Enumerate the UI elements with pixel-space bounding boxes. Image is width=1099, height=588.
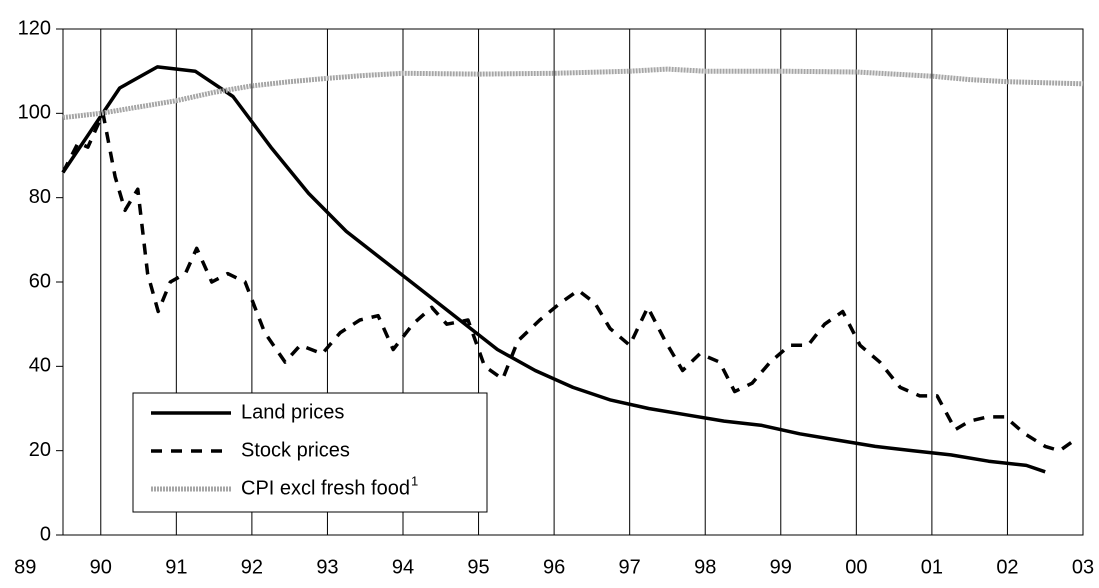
- x-tick-label: 89: [14, 556, 36, 578]
- y-tick-label: 100: [18, 102, 51, 124]
- x-tick-label: 96: [543, 556, 565, 578]
- y-tick-label: 120: [18, 17, 51, 39]
- x-tick-label: 00: [845, 556, 867, 578]
- x-tick-label: 98: [694, 556, 716, 578]
- x-tick-label: 99: [770, 556, 792, 578]
- x-tick-label: 93: [316, 556, 338, 578]
- legend-label: CPI excl fresh food: [241, 477, 410, 499]
- series-line: [61, 65, 1046, 474]
- series-line: [61, 111, 1073, 453]
- x-tick-label: 03: [1072, 556, 1094, 578]
- x-tick-label: 92: [241, 556, 263, 578]
- legend-label: Land prices: [241, 401, 344, 423]
- y-tick-label: 40: [29, 355, 51, 377]
- y-tick-label: 0: [40, 523, 51, 545]
- y-tick-label: 80: [29, 186, 51, 208]
- x-tick-label: 02: [996, 556, 1018, 578]
- x-tick-label: 94: [392, 556, 414, 578]
- legend-footnote-marker: 1: [411, 473, 418, 488]
- y-tick-label: 20: [29, 439, 51, 461]
- x-tick-label: 95: [467, 556, 489, 578]
- plot-frame: [62, 28, 1084, 536]
- y-tick-label: 60: [29, 270, 51, 292]
- legend-label: Stock prices: [241, 439, 350, 461]
- x-tick-label: 90: [90, 556, 112, 578]
- x-tick-label: 91: [165, 556, 187, 578]
- series-line: [62, 66, 1084, 121]
- x-tick-label: 97: [619, 556, 641, 578]
- x-tick-label: 01: [921, 556, 943, 578]
